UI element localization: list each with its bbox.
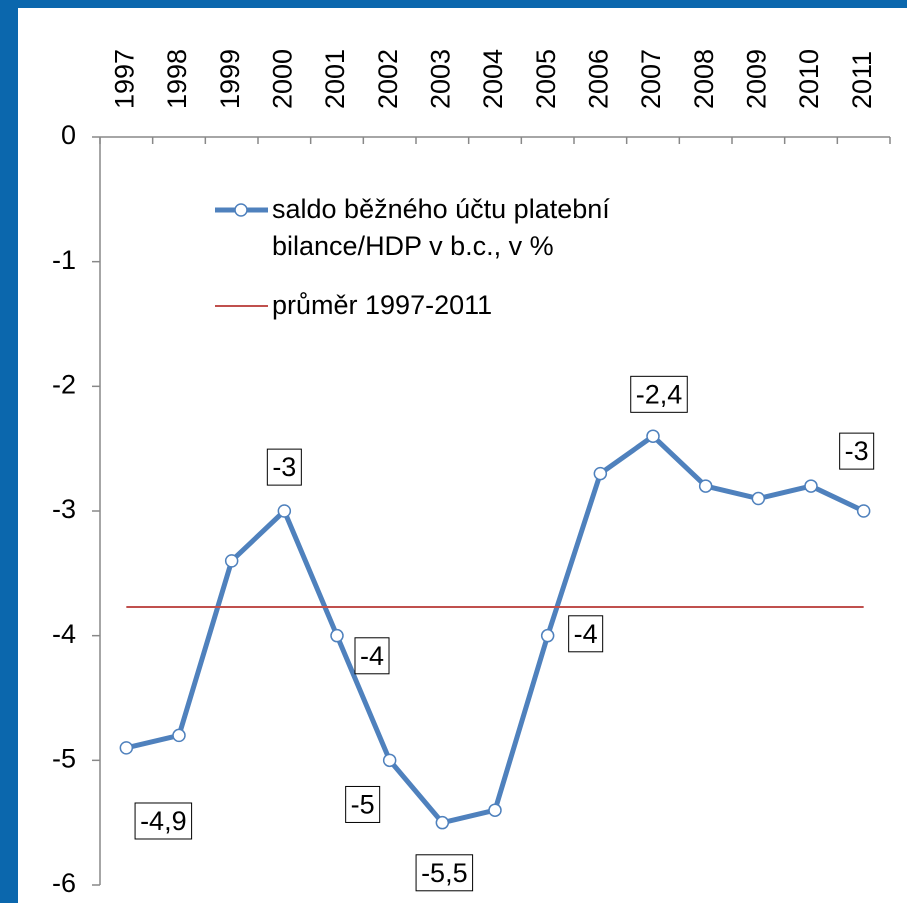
data-label: -3 xyxy=(272,452,296,482)
data-label-box xyxy=(354,637,390,675)
data-point xyxy=(698,479,713,493)
y-tick-label: 0 xyxy=(61,120,76,150)
data-label: -4,9 xyxy=(140,806,187,836)
y-tick-label: -2 xyxy=(52,369,76,399)
data-label: -5,5 xyxy=(421,858,468,888)
y-tick-label: -5 xyxy=(52,743,76,773)
data-point xyxy=(277,504,292,518)
data-label: -4 xyxy=(574,619,598,649)
data-point xyxy=(593,466,608,481)
x-tick-label: 2001 xyxy=(320,49,350,109)
x-tick-label: 1999 xyxy=(215,49,245,109)
x-tick-label: 2008 xyxy=(689,49,719,109)
data-point xyxy=(119,741,134,755)
legend-label: saldo běžného účtu platební bilance/HDP … xyxy=(272,194,610,261)
x-tick-label: 2000 xyxy=(267,49,297,109)
data-label: -3 xyxy=(845,436,869,466)
data-label-box xyxy=(415,854,474,892)
y-tick-label: -4 xyxy=(52,619,76,649)
y-tick-label: -1 xyxy=(52,245,76,275)
x-tick-label: 2007 xyxy=(636,49,666,109)
y-tick-label: -6 xyxy=(52,868,76,898)
x-tick-label: 2002 xyxy=(373,49,403,109)
data-point xyxy=(224,554,239,568)
y-tick-label: -3 xyxy=(52,494,76,524)
x-tick-label: 2009 xyxy=(741,49,771,109)
x-tick-label: 2006 xyxy=(583,49,613,109)
x-tick-label: 1998 xyxy=(162,49,192,109)
x-tick-label: 1997 xyxy=(109,49,139,109)
x-tick-label: 2005 xyxy=(531,49,561,109)
data-point xyxy=(435,815,450,830)
data-point xyxy=(804,479,818,493)
data-label: -2,4 xyxy=(636,379,683,409)
data-point xyxy=(540,628,555,643)
data-point xyxy=(172,728,186,743)
data-label-box xyxy=(266,448,302,486)
data-label-box xyxy=(630,375,688,413)
data-point xyxy=(382,753,397,768)
chart-background xyxy=(18,8,907,903)
data-point xyxy=(330,628,344,643)
legend-label: průměr 1997-2011 xyxy=(272,290,493,320)
legend-marker xyxy=(234,203,248,217)
data-label-box xyxy=(345,785,381,823)
data-label: -4 xyxy=(360,641,384,671)
x-tick-label: 2010 xyxy=(794,49,824,109)
data-point xyxy=(856,504,871,518)
data-label-box xyxy=(568,615,604,653)
x-tick-label: 2011 xyxy=(847,51,877,109)
x-tick-label: 2004 xyxy=(478,49,508,109)
data-point xyxy=(646,429,660,443)
data-label: -5 xyxy=(351,789,375,819)
data-label-box xyxy=(839,432,875,470)
data-label-box xyxy=(134,802,193,840)
data-point xyxy=(488,803,502,817)
x-tick-label: 2003 xyxy=(425,49,455,109)
data-point xyxy=(751,491,766,506)
